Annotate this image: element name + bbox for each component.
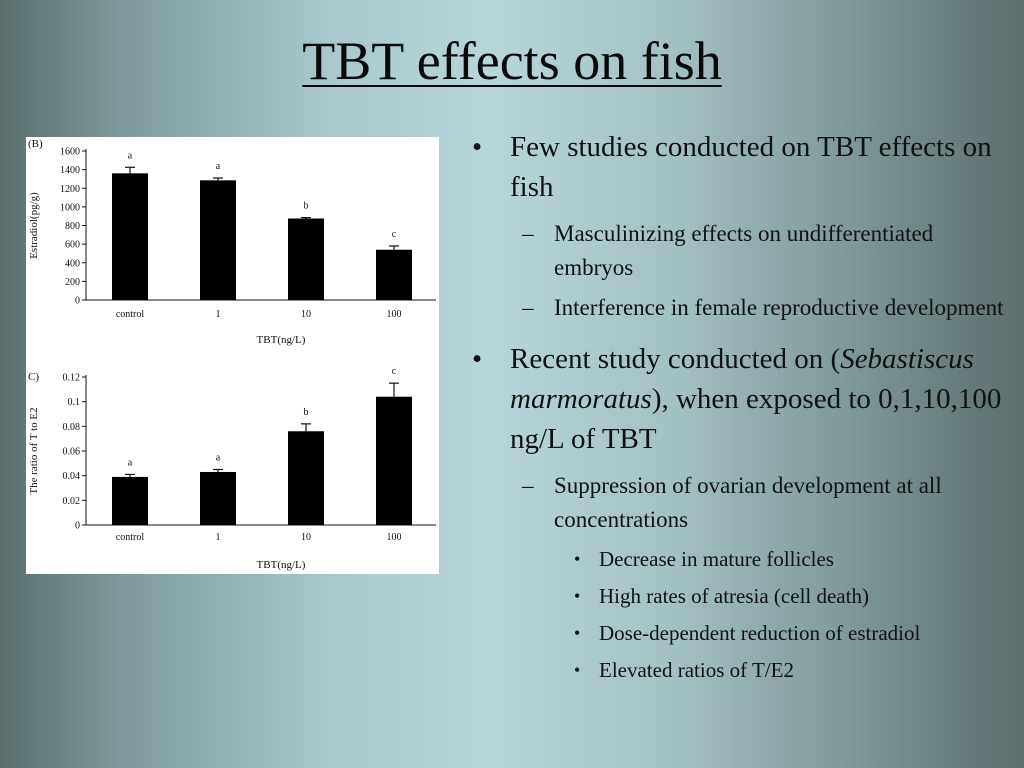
y-tick-label: 1400	[60, 165, 80, 176]
bar	[200, 471, 236, 525]
sub-sub-bullet-item: High rates of atresia (cell death)	[470, 581, 1010, 611]
bar	[112, 476, 148, 525]
significance-letter: b	[304, 201, 309, 212]
significance-letter: c	[392, 229, 397, 240]
y-tick-label: 0.02	[63, 496, 81, 507]
sub-bullet-item: Suppression of ovarian development at al…	[470, 469, 1010, 537]
y-tick-label: 1600	[60, 147, 80, 158]
y-tick-label: 600	[65, 240, 80, 251]
y-tick-label: 0.1	[68, 397, 81, 408]
bullet-list: Few studies conducted on TBT effects on …	[470, 127, 1010, 685]
category-label: control	[116, 309, 145, 320]
y-tick-label: 0.12	[63, 373, 81, 384]
significance-letter: b	[304, 407, 309, 418]
y-axis-label: Estradiol(pg/g)	[28, 192, 40, 259]
y-tick-label: 0	[75, 521, 80, 532]
figure-panel: (B) 0 200 400 600 800 1000 1200 1400 1600 Estradio…	[26, 137, 439, 574]
sub-sub-bullet-item: Elevated ratios of T/E2	[470, 655, 1010, 685]
significance-letter: a	[216, 161, 221, 172]
y-tick-label: 0.04	[63, 471, 81, 482]
category-label: 1	[216, 532, 221, 543]
panel-label: C)	[28, 371, 39, 383]
y-tick-label: 1000	[60, 202, 80, 213]
bar	[376, 396, 412, 525]
category-label: 100	[387, 309, 402, 320]
significance-letter: c	[392, 366, 397, 377]
category-label: 10	[301, 309, 311, 320]
significance-letter: a	[128, 457, 133, 468]
y-tick-label: 400	[65, 258, 80, 269]
y-tick-label: 0.06	[63, 447, 81, 458]
panel-label: (B)	[28, 138, 43, 150]
bullet-item: Few studies conducted on TBT effects on …	[470, 127, 1010, 207]
significance-letter: a	[128, 150, 133, 161]
bar	[112, 173, 148, 300]
species-name: Sebastiscus marmoratus	[510, 343, 974, 415]
sub-sub-bullet-item: Decrease in mature follicles	[470, 544, 1010, 574]
y-tick-label: 800	[65, 221, 80, 232]
y-tick-label: 1200	[60, 184, 80, 195]
significance-letter: a	[216, 453, 221, 464]
x-axis-label: TBT(ng/L)	[257, 559, 306, 571]
y-axis-label: The ratio of T to E2	[28, 407, 40, 494]
bar	[200, 180, 236, 300]
category-label: 100	[387, 532, 402, 543]
category-label: 10	[301, 532, 311, 543]
sub-sub-bullet-item: Dose-dependent reduction of estradiol	[470, 618, 1010, 648]
bar	[288, 431, 324, 525]
slide-title: TBT effects on fish	[302, 31, 722, 91]
sub-bullet-item: Masculinizing effects on undifferentiate…	[470, 217, 1010, 285]
category-label: control	[116, 532, 145, 543]
sub-bullet-item: Interference in female reproductive deve…	[470, 291, 1010, 325]
bar-charts: (B)02004006008001000120014001600Estradio…	[28, 138, 436, 571]
category-label: 1	[216, 309, 221, 320]
bullet-item: Recent study conducted on (Sebastiscus m…	[470, 339, 1010, 459]
x-axis-label: TBT(ng/L)	[257, 334, 306, 346]
bar	[376, 249, 412, 300]
bar	[288, 218, 324, 300]
y-tick-label: 0	[75, 296, 80, 307]
y-tick-label: 0.08	[63, 422, 81, 433]
y-tick-label: 200	[65, 277, 80, 288]
